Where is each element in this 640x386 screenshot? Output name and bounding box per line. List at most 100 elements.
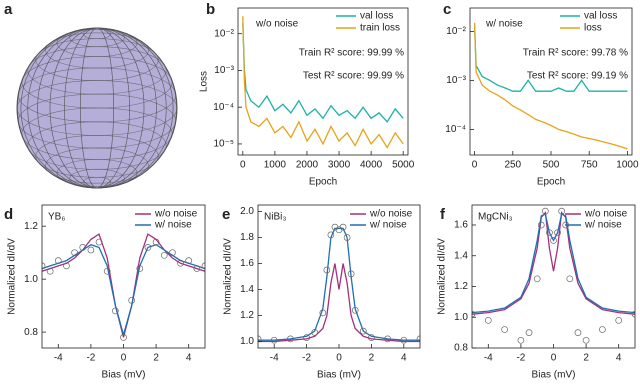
data-point <box>111 307 119 315</box>
legend-label: loss <box>584 23 602 34</box>
y-tick-label: 0.8 <box>454 343 468 354</box>
data-point <box>631 310 635 318</box>
y-tick-label: 1.2 <box>454 281 468 292</box>
legend-label: w/o noise <box>584 209 628 220</box>
data-point <box>103 267 111 275</box>
data-point <box>136 265 144 272</box>
annotation: Train R² score: 99.99 % <box>299 48 404 59</box>
data-point <box>287 335 294 343</box>
x-tick-label: 1000 <box>616 160 639 171</box>
y-tick-label: 1.6 <box>240 258 254 269</box>
x-tick-label: -2 <box>516 353 525 364</box>
y-tick-label: 10⁻² <box>446 26 466 37</box>
data-point <box>347 270 355 278</box>
y-tick-label: 1.0 <box>240 336 254 347</box>
plot <box>42 233 205 341</box>
latitude-line <box>45 32 149 69</box>
legend-label: w/ noise <box>369 220 407 231</box>
x-tick-label: 3000 <box>328 160 351 171</box>
data-point <box>537 221 545 229</box>
annotation: Test R² score: 99.99 % <box>303 71 404 82</box>
data-point <box>303 334 310 341</box>
legend-label: w/ noise <box>154 220 192 231</box>
y-tick-label: 1.4 <box>240 284 254 295</box>
data-point <box>323 266 331 274</box>
data-point <box>525 329 533 336</box>
x-tick-label: 4000 <box>360 160 383 171</box>
x-tick-label: -4 <box>484 353 493 364</box>
plot-title: w/ noise <box>485 19 523 30</box>
x-tick-label: 4 <box>616 353 622 364</box>
series-line <box>473 25 628 92</box>
data-point <box>160 251 168 259</box>
y-tick-label: 10⁻⁵ <box>213 139 234 150</box>
x-tick-label: 4 <box>401 353 407 364</box>
data-point <box>311 329 319 336</box>
x-tick-label: -2 <box>302 353 311 364</box>
x-axis-label: Bias (mV) <box>317 370 361 381</box>
data-point <box>484 316 492 324</box>
data-point <box>546 229 553 237</box>
data-point <box>144 244 152 251</box>
data-point <box>599 326 606 333</box>
y-axis-label: Normalized dI/dV <box>437 238 448 315</box>
data-point <box>582 336 590 344</box>
series-line <box>242 16 404 149</box>
legend-label: w/ noise <box>584 220 622 231</box>
panel-label: f <box>440 206 446 223</box>
y-axis-label: Normalized dI/dV <box>223 238 234 315</box>
y-tick-label: 1.0 <box>24 274 38 285</box>
data-point <box>177 259 184 267</box>
data-point <box>472 310 476 318</box>
data-point <box>368 334 375 341</box>
data-point <box>63 262 70 270</box>
plot-title: MgCNi₃ <box>478 212 513 223</box>
y-axis-label: Loss <box>199 71 210 92</box>
plot <box>258 223 420 344</box>
plot <box>473 22 628 150</box>
x-axis-label: Epoch <box>537 177 565 188</box>
x-tick-label: 2000 <box>296 160 319 171</box>
panel-label: c <box>443 1 451 18</box>
data-point <box>201 262 205 270</box>
data-point <box>128 296 135 304</box>
series-line <box>242 22 404 123</box>
x-tick-label: 5000 <box>392 160 415 171</box>
y-tick-label: 10⁻² <box>214 28 234 39</box>
x-tick-label: 500 <box>543 160 560 171</box>
x-tick-label: 0 <box>240 160 246 171</box>
y-tick-label: 1.2 <box>240 310 254 321</box>
data-point <box>554 229 561 237</box>
y-tick-label: 10⁻³ <box>446 75 466 86</box>
x-tick-label: -2 <box>86 353 95 364</box>
y-tick-label: 10⁻⁴ <box>445 124 466 135</box>
y-tick-label: 1.6 <box>454 220 468 231</box>
legend-label: w/o noise <box>154 209 198 220</box>
annotation: Test R² score: 99.19 % <box>527 71 628 82</box>
data-point <box>327 231 335 239</box>
series-line <box>258 227 420 341</box>
data-point <box>258 335 262 343</box>
data-point <box>339 223 347 231</box>
series-line <box>258 263 420 343</box>
data-point <box>152 238 160 246</box>
plot-title: NiBi₃ <box>264 212 286 223</box>
data-point <box>566 275 574 283</box>
x-tick-label: 250 <box>504 160 521 171</box>
panel-label: e <box>222 206 230 223</box>
y-tick-label: 1.4 <box>454 250 468 261</box>
y-tick-label: 2.0 <box>240 206 254 217</box>
x-tick-label: 1000 <box>264 160 287 171</box>
panel-label: b <box>206 1 215 18</box>
data-point <box>71 249 78 257</box>
data-point <box>54 257 62 264</box>
data-point <box>193 265 201 272</box>
data-point <box>319 309 327 317</box>
x-tick-label: 750 <box>581 160 598 171</box>
latitude-line <box>82 28 112 40</box>
data-point <box>185 257 193 264</box>
legend-label: w/o noise <box>369 209 413 220</box>
y-tick-label: 10⁻³ <box>214 65 234 76</box>
legend-label: train loss <box>360 23 400 34</box>
series-line <box>472 213 635 314</box>
